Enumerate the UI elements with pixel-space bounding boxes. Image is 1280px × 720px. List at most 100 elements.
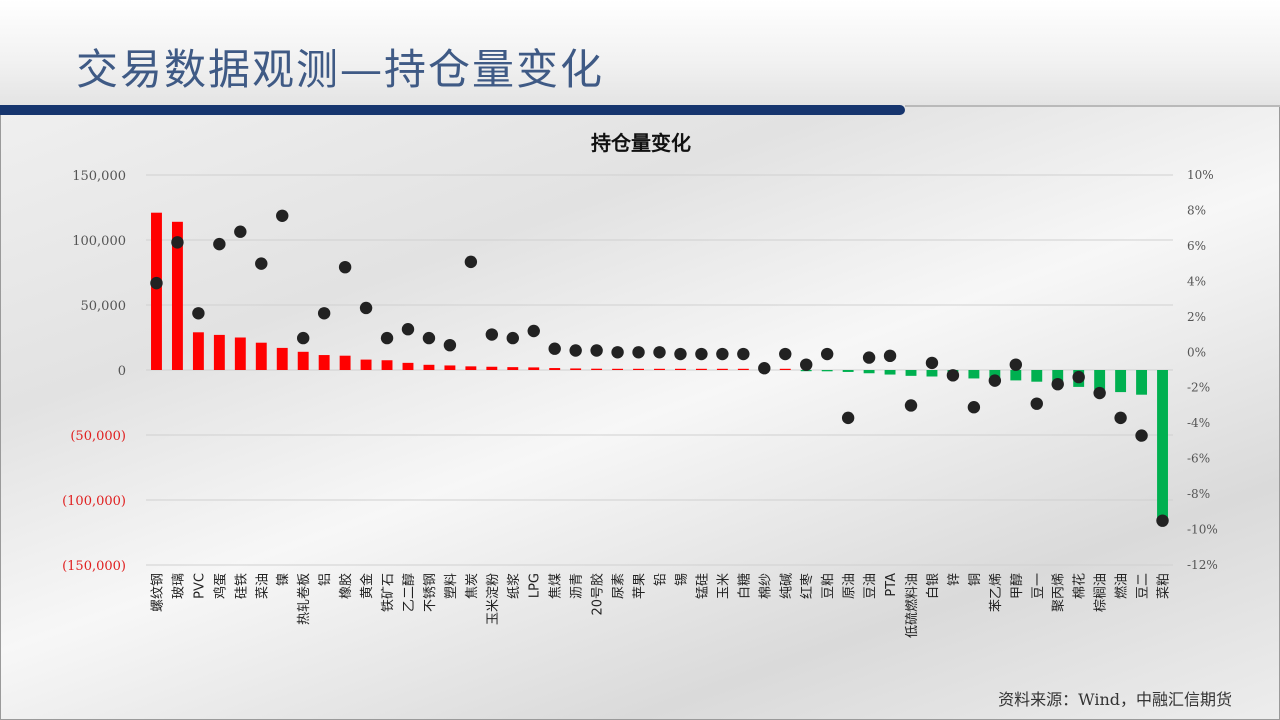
dot-玻璃 <box>171 236 184 249</box>
category-label: 塑料 <box>444 573 459 599</box>
category-label: 玉米淀粉 <box>486 573 501 625</box>
dot-原油 <box>841 411 855 425</box>
right-tick-label: 8% <box>1187 203 1206 217</box>
dot-焦煤 <box>548 342 561 355</box>
source-note: 资料来源：Wind，中融汇信期货 <box>998 690 1232 709</box>
dot-热轧卷板 <box>296 331 310 345</box>
category-label: 燃油 <box>1114 573 1130 599</box>
bar-镍 <box>276 347 288 370</box>
category-label: 菜粕 <box>1157 573 1172 599</box>
right-tick-label: 4% <box>1187 274 1206 288</box>
dot-乙二醇 <box>401 323 415 336</box>
right-tick-label: 2% <box>1187 310 1206 324</box>
category-label: 苹果 <box>633 573 648 599</box>
left-tick-label: 50,000 <box>81 299 127 314</box>
category-label: 低硫燃料油 <box>904 573 920 638</box>
left-axis: 150,000 100,000 50,000 0 (50,000) (100,000) (1… <box>62 169 126 574</box>
category-label: 棉纱 <box>758 573 773 599</box>
bar-铝 <box>318 355 330 370</box>
bar-热轧卷板 <box>297 351 309 370</box>
left-tick-label: 150,000 <box>72 169 126 184</box>
dot-20号胶 <box>590 344 603 357</box>
dot-纸浆 <box>506 331 519 345</box>
dot-不锈钢 <box>422 331 436 345</box>
category-label: 苯乙烯 <box>989 573 1004 612</box>
category-label: 焦煤 <box>549 573 564 599</box>
right-tick-label: 10% <box>1187 168 1214 182</box>
bar-原油 <box>842 370 854 372</box>
bar-菜油 <box>255 342 267 370</box>
dot-PTA <box>883 349 897 363</box>
category-label: 焦炭 <box>465 573 480 599</box>
dot-series <box>150 209 1169 527</box>
bar-锰硅 <box>695 368 707 370</box>
bar-LPG <box>528 367 540 370</box>
category-label: 豆一 <box>1031 573 1046 599</box>
bar-燃油 <box>1115 370 1127 393</box>
bar-PVC <box>192 332 204 370</box>
category-label: 原油 <box>842 573 857 599</box>
category-label: 沥青 <box>570 573 585 599</box>
dot-塑料 <box>443 338 457 352</box>
left-tick-label: (150,000) <box>62 559 126 574</box>
dot-锰硅 <box>695 347 708 361</box>
title-underline-band <box>0 105 905 115</box>
bar-低硫燃料油 <box>905 370 917 376</box>
dot-镍 <box>276 209 289 222</box>
bar-苹果 <box>633 368 644 370</box>
bar-玉米淀粉 <box>486 366 498 370</box>
category-label: 尿素 <box>612 573 627 599</box>
dot-玉米 <box>716 347 729 361</box>
bar-铁矿石 <box>381 360 393 370</box>
right-tick-label: -6% <box>1187 452 1210 466</box>
category-label: 铝 <box>318 573 333 586</box>
dot-豆二 <box>1135 429 1148 442</box>
dot-红枣 <box>800 358 813 371</box>
category-label: 橡胶 <box>338 573 354 599</box>
bar-鸡蛋 <box>213 334 225 370</box>
bar-焦煤 <box>549 368 561 370</box>
category-label: 纸浆 <box>507 573 522 599</box>
category-label: 纯碱 <box>779 573 794 599</box>
dot-棉纱 <box>758 362 771 375</box>
dot-鸡蛋 <box>213 237 226 251</box>
chart-title: 持仓量变化 <box>591 131 691 155</box>
category-label: 红枣 <box>799 573 815 599</box>
category-label: 镍 <box>276 573 291 586</box>
bar-尿素 <box>612 368 624 370</box>
grid-lines <box>146 174 1173 566</box>
category-label: 鸡蛋 <box>212 573 228 599</box>
left-tick-label: (100,000) <box>62 494 126 509</box>
category-label: PVC <box>192 573 207 599</box>
dot-白银 <box>925 356 939 370</box>
category-label: 铜 <box>968 573 983 586</box>
dot-黄金 <box>359 301 373 315</box>
dot-白糖 <box>737 347 750 361</box>
title-underline-thin <box>905 105 1280 107</box>
category-label: 豆油 <box>863 573 878 599</box>
category-label: 玻璃 <box>171 573 186 599</box>
bar-玉米 <box>716 368 728 370</box>
right-axis: 10% 8% 6% 4% 2% 0% -2% -4% -6% -8% -10% -12% <box>1187 168 1218 572</box>
dot-豆粕 <box>820 347 834 361</box>
left-tick-label: 100,000 <box>72 234 126 249</box>
right-tick-label: 0% <box>1187 345 1206 359</box>
right-tick-label: -2% <box>1187 381 1210 395</box>
category-label: 玉米 <box>716 573 731 599</box>
dot-铝 <box>317 307 331 320</box>
dot-豆一 <box>1030 397 1043 410</box>
bar-菜粕 <box>1157 370 1168 523</box>
bar-豆粕 <box>821 370 833 372</box>
dot-棉花 <box>1072 370 1085 384</box>
category-label: LPG <box>528 573 543 598</box>
dot-锡 <box>674 347 687 361</box>
dot-PVC <box>192 307 205 320</box>
category-label: 豆粕 <box>821 573 836 599</box>
category-label: 聚丙烯 <box>1052 573 1067 612</box>
category-label: PTA <box>884 573 899 597</box>
dot-燃油 <box>1114 411 1127 425</box>
dot-焦炭 <box>464 255 478 269</box>
bar-纸浆 <box>507 367 519 370</box>
dot-苹果 <box>632 346 645 359</box>
dot-尿素 <box>611 346 624 359</box>
